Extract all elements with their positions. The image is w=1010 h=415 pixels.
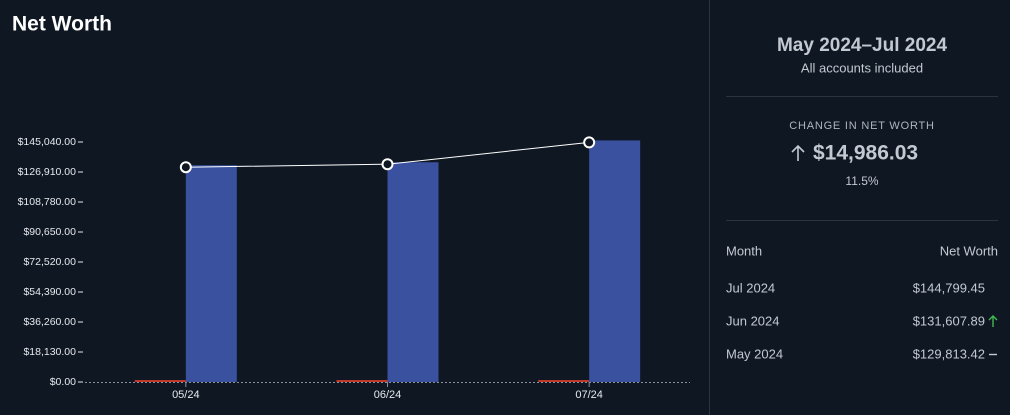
page-title: Net Worth	[12, 13, 112, 36]
net-worth: $129,813.42	[913, 346, 985, 361]
change-value: $14,986.03	[813, 142, 918, 165]
up-arrow-icon	[791, 144, 805, 161]
y-tick-label: $0.00	[50, 376, 76, 388]
bar	[538, 380, 590, 382]
bar	[589, 140, 641, 382]
month: Jun 2024	[726, 313, 780, 328]
x-tick-label: 05/24	[172, 389, 200, 401]
y-tick-label: $36,260.00	[23, 316, 76, 328]
change-label: CHANGE IN NET WORTH	[789, 120, 935, 132]
y-tick-label: $145,040.00	[18, 136, 77, 148]
change-percent: 11.5%	[845, 174, 878, 188]
net-worth: $144,799.45	[913, 280, 985, 295]
y-tick-label: $108,780.00	[18, 196, 77, 208]
x-tick-label: 07/24	[575, 389, 603, 401]
y-tick-label: $126,910.00	[18, 166, 77, 178]
month: Jul 2024	[726, 280, 775, 295]
y-tick-label: $90,650.00	[23, 226, 76, 238]
point	[179, 161, 192, 174]
y-tick-label: $18,130.00	[23, 346, 76, 358]
bar	[336, 380, 388, 382]
up-icon	[988, 315, 998, 327]
net-worth: $131,607.89	[913, 313, 985, 328]
column-header: Month	[726, 243, 762, 258]
month: May 2024	[726, 346, 783, 361]
bar	[387, 162, 439, 382]
x-tick-label: 06/24	[374, 389, 402, 401]
bar	[134, 380, 186, 382]
point	[583, 136, 596, 149]
scope: All accounts included	[801, 60, 923, 75]
y-tick-label: $54,390.00	[23, 286, 76, 298]
column-header: Net Worth	[940, 243, 998, 258]
bar	[185, 165, 237, 382]
period: May 2024–Jul 2024	[777, 35, 948, 56]
y-tick-label: $72,520.00	[23, 256, 76, 268]
point	[381, 158, 394, 171]
summary-panel: May 2024–Jul 2024 All accounts included …	[726, 35, 998, 361]
chart: $0.00 $18,130.00 $36,260.00 $54,390.00 $72,5…	[18, 136, 690, 401]
